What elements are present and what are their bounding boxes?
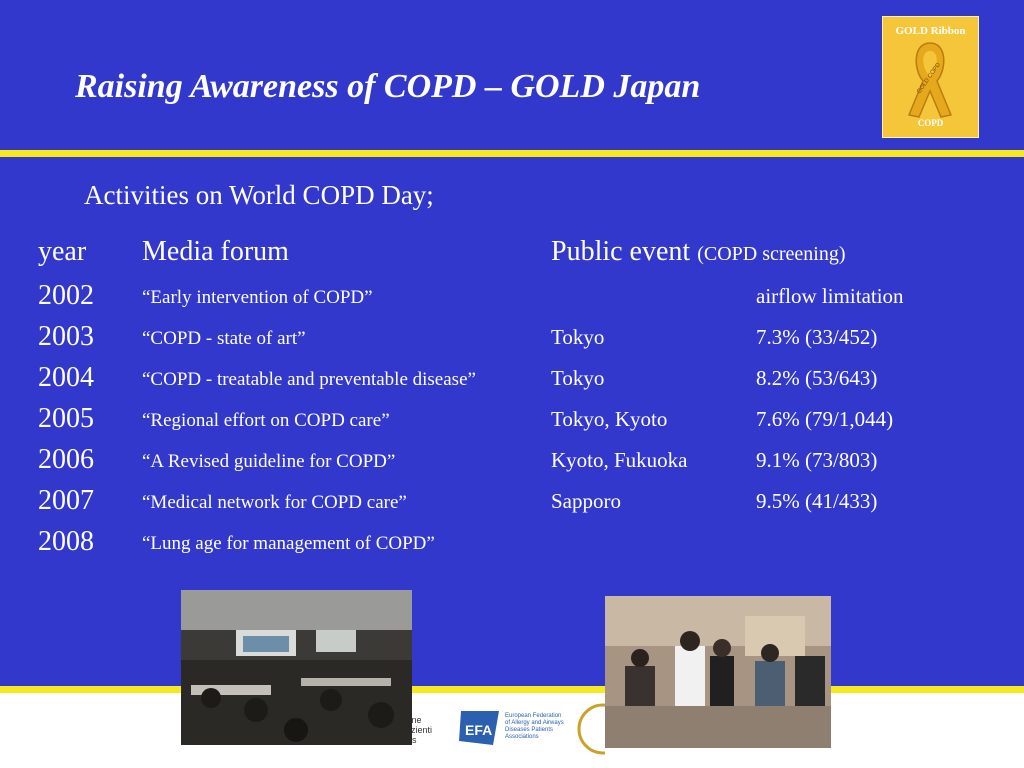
efa-logo-icon: EFA <box>459 711 499 745</box>
media-forum-photo-image <box>181 590 412 745</box>
media-forum-photo <box>181 590 412 745</box>
table-row: 2003 “COPD - state of art” Tokyo 7.3% (3… <box>0 321 1024 361</box>
logo-bottom-text: COPD <box>917 118 944 128</box>
table-row: 2005 “Regional effort on COPD care” Toky… <box>0 403 1024 443</box>
seal-logo-icon <box>577 703 605 755</box>
row-year: 2008 <box>38 526 94 557</box>
row-place: Tokyo <box>551 325 605 349</box>
row-media: “Lung age for management of COPD” <box>142 533 435 554</box>
row-year: 2007 <box>38 485 94 516</box>
efa-text: EFA <box>465 722 492 738</box>
row-rate: 9.5% (41/433) <box>756 489 878 513</box>
row-year: 2003 <box>38 321 94 352</box>
subtitle: Activities on World COPD Day; <box>84 180 434 210</box>
header-year: year <box>38 236 87 267</box>
row-rate: 7.3% (33/452) <box>756 325 878 349</box>
row-place: Tokyo, Kyoto <box>551 407 668 431</box>
table-row: 2007 “Medical network for COPD care” Sap… <box>0 485 1024 525</box>
table-header: year Media forum Public event (COPD scre… <box>0 236 1024 276</box>
row-place: Kyoto, Fukuoka <box>551 448 688 472</box>
top-divider <box>0 150 1024 157</box>
row-place: Sapporo <box>551 489 621 513</box>
row-media: “COPD - treatable and preventable diseas… <box>142 369 476 390</box>
row-media: “A Revised guideline for COPD” <box>142 451 396 472</box>
slide-title: Raising Awareness of COPD – GOLD Japan <box>75 68 701 105</box>
public-event-photo-image <box>605 596 831 748</box>
row-media: “Early intervention of COPD” <box>142 287 373 308</box>
row-rate: 7.6% (79/1,044) <box>756 407 894 431</box>
header-place: Public event <box>551 236 691 267</box>
header-media: Media forum <box>142 236 289 267</box>
ribbon-icon: GOLD COPD <box>907 42 953 118</box>
header-place-note: (COPD screening) <box>697 243 846 265</box>
partner-logo-strip: zione Pazienti nlus EFA European Federat… <box>0 693 1024 768</box>
header-public-event: Public event (COPD screening) <box>551 236 846 268</box>
row-year: 2004 <box>38 362 94 393</box>
efa-caption: European Federation of Allergy and Airwa… <box>505 713 564 740</box>
table-row: 2004 “COPD - treatable and preventable d… <box>0 362 1024 402</box>
logo-top-text: GOLD Ribbon <box>895 25 966 37</box>
bottom-divider <box>0 686 1024 693</box>
row-year: 2006 <box>38 444 94 475</box>
row-media: “Medical network for COPD care” <box>142 492 407 513</box>
row-rate: 8.2% (53/643) <box>756 366 878 390</box>
table-row: 2008 “Lung age for management of COPD” <box>0 526 1024 566</box>
row-media: “COPD - state of art” <box>142 328 306 349</box>
row-rate: airflow limitation <box>756 284 904 308</box>
table-row: 2002 “Early intervention of COPD” airflo… <box>0 280 1024 320</box>
row-place: Tokyo <box>551 366 605 390</box>
table-row: 2006 “A Revised guideline for COPD” Kyot… <box>0 444 1024 484</box>
gold-ribbon-logo: GOLD Ribbon GOLD COPD COPD <box>882 16 979 138</box>
row-media: “Regional effort on COPD care” <box>142 410 390 431</box>
row-year: 2005 <box>38 403 94 434</box>
public-event-photo <box>605 596 831 748</box>
row-rate: 9.1% (73/803) <box>756 448 878 472</box>
row-year: 2002 <box>38 280 94 311</box>
